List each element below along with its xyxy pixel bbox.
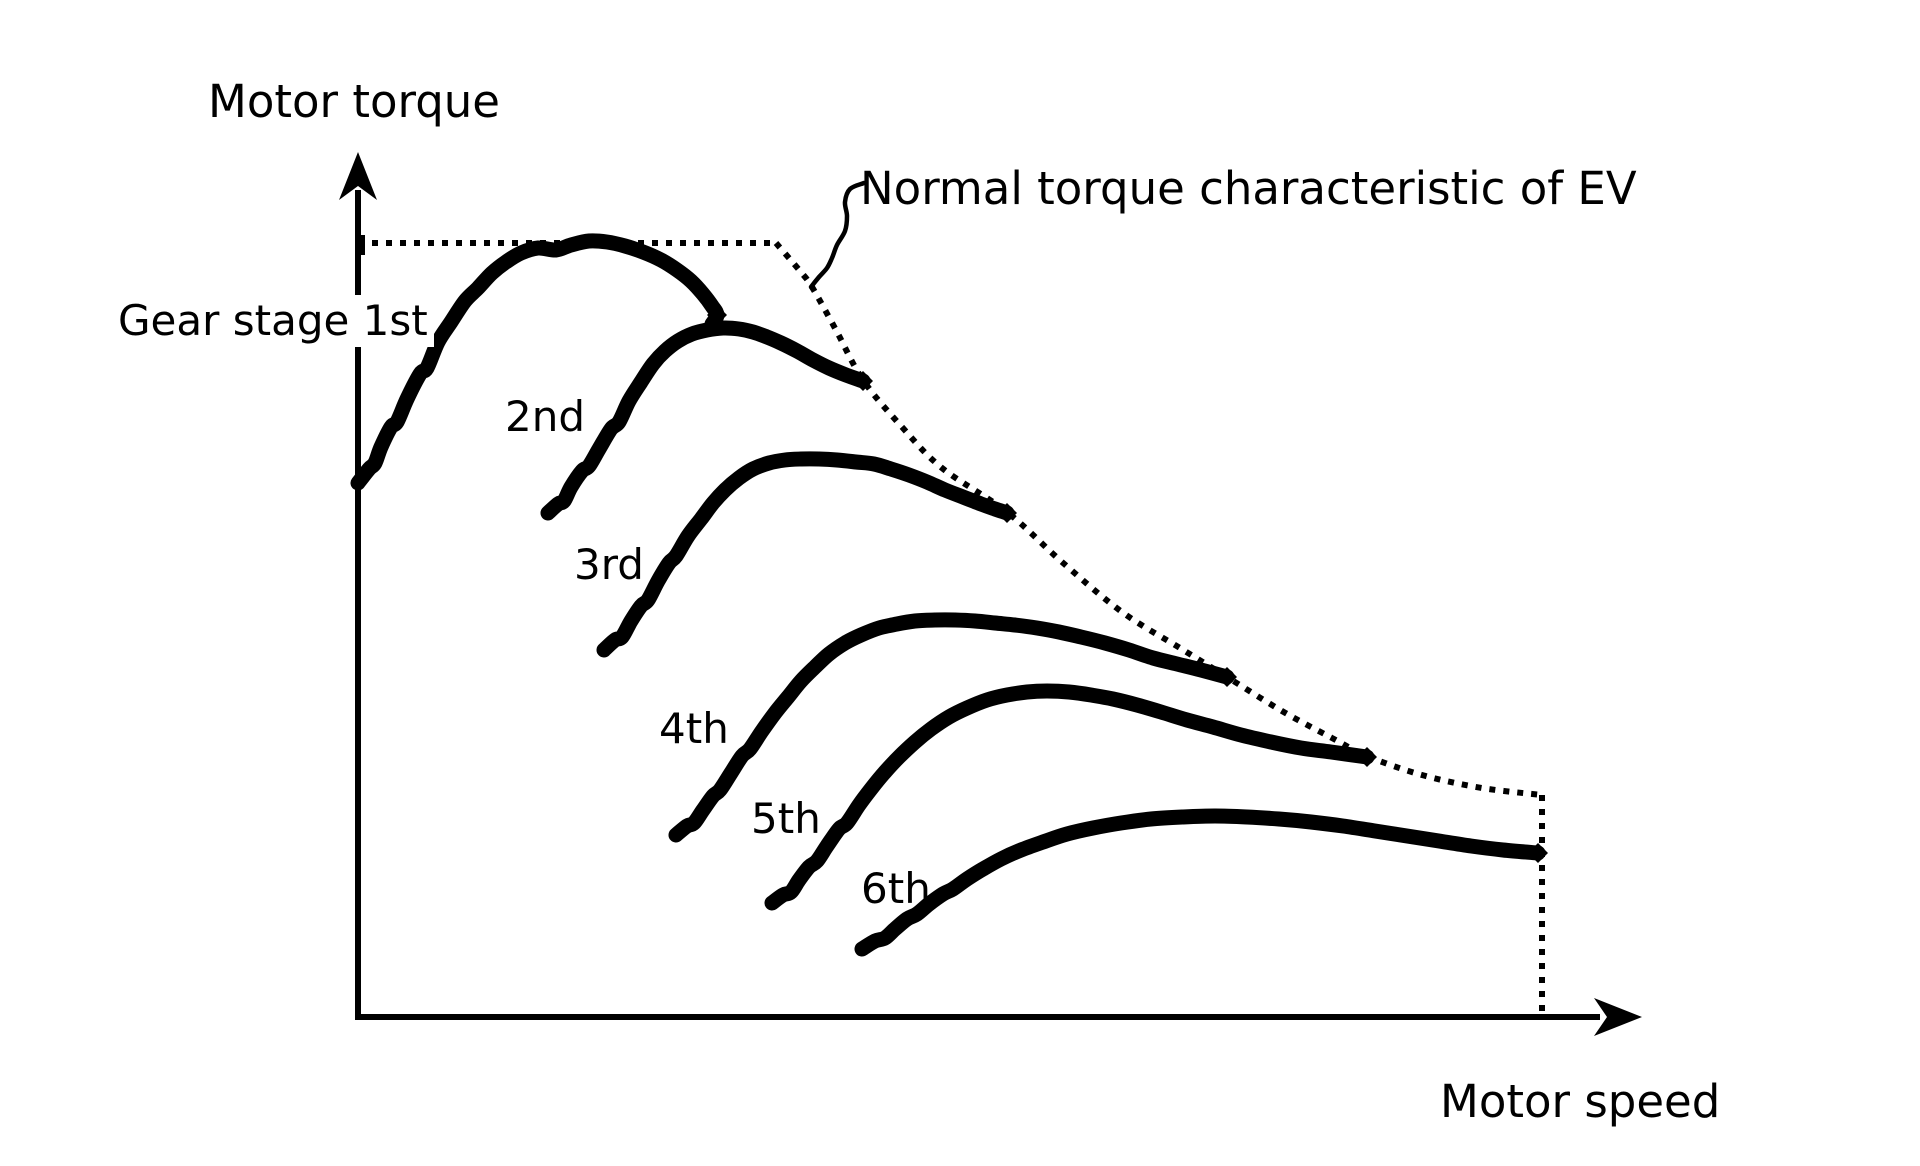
gear-2nd-label: 2nd xyxy=(505,392,586,441)
axes xyxy=(339,152,1642,1036)
gear-curve-5th xyxy=(764,683,1375,911)
gear-curve-2nd xyxy=(540,320,871,521)
gear-4th-label: 4th xyxy=(659,704,729,753)
curve-end-marker xyxy=(707,305,727,325)
gear-stage-1st-label: Gear stage 1st xyxy=(112,295,434,348)
gear-curve-4th xyxy=(668,612,1235,843)
x-axis-label: Motor speed xyxy=(1440,1075,1721,1128)
gear-3rd-label: 3rd xyxy=(574,540,644,589)
curve-end-marker xyxy=(1357,747,1377,767)
y-axis-arrowhead-icon xyxy=(339,152,377,200)
curve-end-marker xyxy=(1528,843,1548,863)
gear-curve-1st xyxy=(350,233,725,491)
gear-curve-3rd xyxy=(596,451,1015,658)
x-axis-arrowhead-icon xyxy=(1594,998,1642,1036)
curve-end-marker xyxy=(1217,667,1237,687)
gear-curve-6th xyxy=(854,808,1546,957)
envelope-leader-squiggle xyxy=(808,180,867,290)
curve-end-markers-group xyxy=(707,305,1548,863)
envelope-label: Normal torque characteristic of EV xyxy=(860,162,1637,215)
gear-5th-label: 5th xyxy=(751,794,821,843)
envelope-dotted-group xyxy=(358,240,1545,1014)
gear-curves-group xyxy=(350,233,1546,957)
gear-6th-label: 6th xyxy=(861,864,931,913)
curve-end-marker xyxy=(853,371,873,391)
curve-end-marker xyxy=(997,503,1017,523)
y-axis-label: Motor torque xyxy=(208,75,500,128)
